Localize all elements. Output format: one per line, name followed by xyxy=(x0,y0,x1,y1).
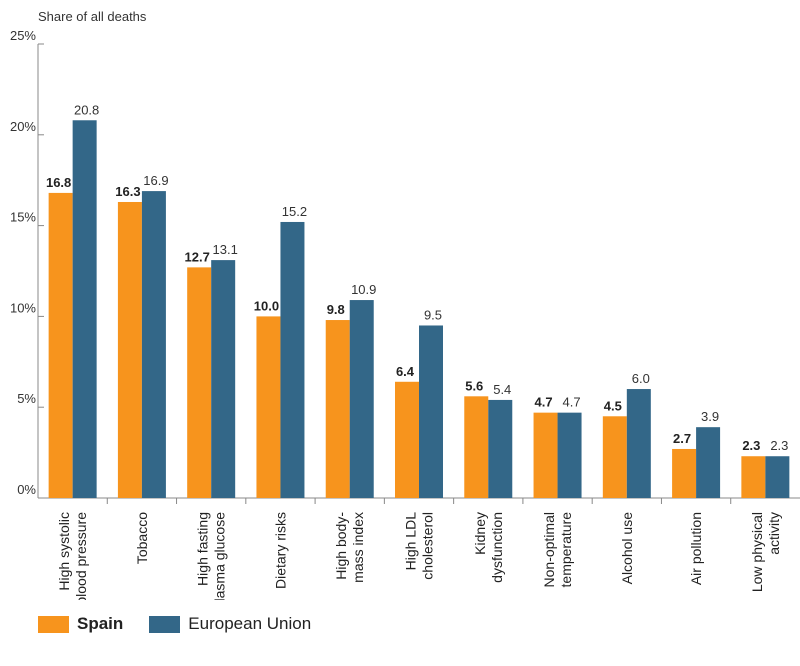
bar-eu xyxy=(72,120,97,498)
bar-eu xyxy=(765,456,790,498)
category-label: Dietary risks xyxy=(272,512,288,589)
category-label-line: temperature xyxy=(558,512,574,588)
value-label-eu: 10.9 xyxy=(351,282,376,297)
category-label-line: Kidney xyxy=(472,512,488,555)
category-labels: High systolic blood pressure Tobacco High f… xyxy=(56,498,782,600)
bar-eu xyxy=(488,399,513,498)
category-label-line: Alcohol use xyxy=(619,512,635,585)
legend: Spain European Union xyxy=(38,614,337,634)
bar-eu xyxy=(696,427,721,498)
y-tick-label: 15% xyxy=(10,210,36,225)
bar-spain xyxy=(533,412,558,498)
y-tick-label: 5% xyxy=(17,391,36,406)
legend-label-eu: European Union xyxy=(188,614,312,633)
category-label-line: Air pollution xyxy=(688,512,704,585)
legend-item-spain: Spain xyxy=(38,614,123,634)
value-label-eu: 5.4 xyxy=(493,382,511,397)
category-label-line: blood pressure xyxy=(73,512,89,600)
category-label-line: mass index xyxy=(350,512,366,583)
bar-spain xyxy=(395,381,419,498)
bar-spain xyxy=(464,396,489,498)
category-label-line: High fasting xyxy=(195,512,211,586)
value-label-spain: 2.7 xyxy=(673,431,691,446)
category-label-line: Low physical xyxy=(749,512,765,592)
value-label-eu: 4.7 xyxy=(563,395,581,410)
category-label-line: dysfunction xyxy=(489,512,505,583)
bar-eu xyxy=(557,412,582,498)
category-label: Kidney dysfunction xyxy=(472,512,505,583)
bar-eu xyxy=(211,260,236,498)
bar-spain xyxy=(117,201,142,498)
value-label-spain: 10.0 xyxy=(254,298,279,313)
bar-spain xyxy=(187,267,212,498)
category-label: High body-mass index xyxy=(333,512,366,583)
category-label: Non-optimal temperature xyxy=(541,512,574,588)
legend-swatch-spain xyxy=(38,615,69,633)
bar-eu xyxy=(349,300,374,498)
bar-eu xyxy=(626,389,651,498)
value-labels: 16.8 20.8 16.316.9 12.7 13.1 10.0 15.2 9.8 10.9 6… xyxy=(46,102,788,453)
category-label-line: Non-optimal xyxy=(541,512,557,587)
bar-spain xyxy=(48,192,73,499)
y-axis-title: Share of all deaths xyxy=(38,9,147,24)
bar-eu xyxy=(280,221,305,498)
bar-chart: Share of all deaths 0% 5% 10% 15% 20% 25% 16.… xyxy=(10,9,800,600)
value-label-eu: 16.9 xyxy=(143,173,168,188)
bar-spain xyxy=(256,316,281,498)
category-label-line: plasma glucose xyxy=(212,512,228,600)
bar-eu xyxy=(141,191,166,498)
bar-spain xyxy=(602,416,627,498)
y-tick-label: 0% xyxy=(17,482,36,497)
value-label-spain: 9.8 xyxy=(327,302,345,317)
category-label-line: High body- xyxy=(333,512,349,580)
category-label-line: cholesterol xyxy=(420,512,436,580)
bars xyxy=(48,120,790,499)
category-label: High LDL cholesterol xyxy=(403,512,436,580)
value-label-spain: 6.4 xyxy=(396,364,415,379)
value-label-spain: 16.8 xyxy=(46,175,71,190)
value-label-eu: 13.1 xyxy=(213,242,238,257)
legend-item-eu: European Union xyxy=(149,614,311,634)
category-label-line: activity xyxy=(766,512,782,555)
value-label-spain: 4.5 xyxy=(604,398,622,413)
bar-spain xyxy=(672,448,697,498)
y-tick-label: 20% xyxy=(10,119,36,134)
y-tick-label: 10% xyxy=(10,300,36,315)
category-label: Alcohol use xyxy=(619,512,635,585)
value-label-spain: 5.6 xyxy=(465,378,483,393)
legend-swatch-eu xyxy=(149,615,181,633)
bar-eu xyxy=(419,325,443,498)
category-label: Low physical activity xyxy=(749,512,782,592)
value-label-spain: 12.7 xyxy=(185,249,210,264)
value-label-spain: 4.7 xyxy=(535,395,553,410)
category-label: High systolic blood pressure xyxy=(56,512,89,600)
value-label-eu: 9.5 xyxy=(424,307,442,322)
category-label: Tobacco xyxy=(134,512,150,564)
category-label-line: High systolic xyxy=(56,512,72,591)
bar-spain xyxy=(325,320,350,498)
category-label-line: Tobacco xyxy=(134,512,150,564)
value-label-eu: 2.3 xyxy=(770,438,788,453)
value-label-eu: 15.2 xyxy=(282,204,307,219)
value-label-spain: 2.3 xyxy=(742,438,760,453)
value-label-eu: 20.8 xyxy=(74,102,99,117)
value-label-spain: 16.3 xyxy=(115,184,140,199)
category-label: High fasting plasma glucose xyxy=(195,512,228,600)
y-tick-label: 25% xyxy=(10,28,36,43)
value-label-eu: 6.0 xyxy=(632,371,650,386)
value-label-eu: 3.9 xyxy=(701,409,719,424)
legend-label-spain: Spain xyxy=(77,614,124,633)
bar-spain xyxy=(741,456,766,498)
category-label-line: Dietary risks xyxy=(272,512,288,589)
y-axis-ticks: 0% 5% 10% 15% 20% 25% xyxy=(10,28,44,499)
category-label-line: High LDL xyxy=(403,512,419,571)
category-label: Air pollution xyxy=(688,512,704,585)
